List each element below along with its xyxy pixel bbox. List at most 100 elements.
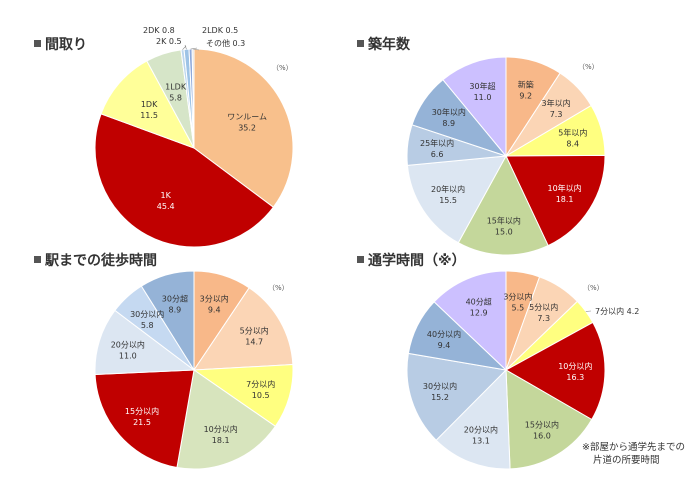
chart-walk-time: 駅までの徒歩時間 （%） 3分以内 9.4 5分以内 14.7 7分以内 10.5 10分以…	[34, 252, 294, 470]
slice-value-label: 5.8	[141, 321, 154, 330]
slice-category-label: 新築	[518, 80, 534, 90]
slice-category-label: 30分以内	[423, 381, 457, 391]
pie-slices	[94, 48, 294, 248]
pie-slice	[442, 56, 507, 158]
slice-category-label: 3年以内	[542, 98, 571, 108]
slice-category-label: 7分以内	[246, 379, 275, 389]
slice-category-label: 30年以内	[432, 107, 466, 117]
footnote-line-2: 片道の所要時間	[593, 454, 660, 466]
pie-slice	[94, 369, 195, 469]
slice-value-label: 16.0	[533, 431, 551, 440]
slice-category-label: 25年以内	[420, 138, 454, 148]
pie-slice	[193, 287, 294, 371]
slice-value-label: 9.4	[438, 341, 451, 350]
pie-labels: 3分以内 9.4 5分以内 14.7 7分以内 10.5 10分以内 18.1 15分以内 21.…	[111, 293, 276, 445]
title-square-icon	[357, 256, 364, 263]
slice-value-label: 12.9	[470, 308, 488, 317]
pie-slices	[406, 56, 606, 256]
pie-slice	[505, 369, 593, 470]
slice-value-label: 15.5	[439, 196, 457, 205]
slice-category-label: ワンルーム	[227, 112, 267, 121]
leader-line	[184, 44, 187, 50]
slice-category-label: 15分以内	[125, 406, 159, 416]
chart-title: 築年数	[367, 36, 411, 53]
pie-slice	[435, 368, 511, 470]
unit-label: （%）	[272, 64, 293, 72]
slice-category-label: 30分以内	[130, 309, 164, 319]
pie-slice	[193, 48, 294, 208]
pie-slice	[176, 369, 277, 470]
slice-label: 2K 0.5	[156, 37, 182, 46]
pie-slice	[94, 113, 275, 248]
slice-category-label: 30分超	[162, 293, 188, 303]
slice-value-label: 9.4	[208, 306, 221, 315]
slice-value-label: 9.2	[519, 92, 532, 101]
slice-value-label: 45.4	[157, 202, 175, 211]
slice-value-label: 8.9	[442, 119, 455, 128]
slice-category-label: 3分以内	[503, 292, 532, 302]
chart-title: 駅までの徒歩時間	[45, 252, 157, 269]
slice-value-label: 15.2	[431, 393, 449, 402]
slice-value-label: 11.0	[474, 93, 492, 102]
chart-madori: 間取り （%） ワンルーム 35.2 1K 45.4 1DK 11.5 1LDK 5.8 2K …	[34, 26, 294, 248]
chart-title: 通学時間（※）	[368, 252, 466, 269]
slice-value-label: 14.7	[245, 338, 263, 347]
pie-slice	[505, 154, 606, 247]
slice-category-label: 20分以内	[464, 425, 498, 435]
slice-category-label: 20年以内	[431, 184, 465, 194]
slice-category-label: 10分以内	[204, 424, 238, 434]
slice-value-label: 10.5	[252, 391, 270, 400]
slice-value-label: 11.0	[119, 352, 137, 361]
pie-labels: 新築 9.2 3年以内 7.3 5年以内 8.4 10年以内 18.1 15年以内 15.0 20年…	[420, 80, 587, 237]
slice-category-label: 10分以内	[558, 361, 592, 371]
slice-category-label: 30年超	[469, 81, 495, 91]
slice-category-label: 5分以内	[240, 326, 269, 336]
slice-value-label: 21.5	[133, 418, 151, 427]
leader-line	[193, 48, 200, 51]
pie-slice	[140, 270, 195, 372]
pie-slices	[94, 270, 294, 470]
pie-slice	[504, 321, 606, 421]
slice-category-label: 15年以内	[487, 215, 521, 225]
slice-category-label: 1K	[161, 191, 172, 200]
slice-category-label: 40分超	[466, 296, 492, 306]
slice-value-label: 16.3	[566, 373, 584, 382]
slice-label: 7分以内 4.2	[595, 306, 639, 316]
slice-label: 2LDK 0.5	[202, 26, 238, 35]
slice-value-label: 6.6	[431, 150, 444, 159]
slice-category-label: 40分以内	[427, 329, 461, 339]
chart-chikunensu: 築年数 （%） 新築 9.2 3年以内 7.3 5年以内 8.4 10年以内 18.1 15年以…	[357, 36, 606, 256]
title-square-icon	[357, 40, 364, 47]
slice-category-label: 15分以内	[525, 419, 559, 429]
chart-title: 間取り	[45, 37, 87, 53]
unit-label: （%）	[268, 284, 289, 292]
slice-value-label: 18.1	[556, 195, 574, 204]
footnote-line-1: ※部屋から通学先までの	[582, 441, 685, 453]
pie-slice	[100, 60, 196, 149]
slice-value-label: 8.4	[566, 140, 579, 149]
pie-slice	[94, 309, 196, 376]
slice-value-label: 35.2	[238, 123, 256, 132]
slice-category-label: 3分以内	[200, 294, 229, 304]
slice-value-label: 7.3	[537, 314, 550, 323]
slice-value-label: 18.1	[212, 436, 230, 445]
slice-category-label: 20分以内	[111, 340, 145, 350]
unit-label: （%）	[583, 284, 604, 292]
slice-category-label: 5分以内	[529, 302, 558, 312]
slice-value-label: 7.3	[550, 110, 563, 119]
title-square-icon	[34, 256, 41, 263]
title-square-icon	[34, 40, 41, 47]
slice-value-label: 8.9	[169, 305, 182, 314]
pie-labels: 3分以内 5.5 5分以内 7.3 7分以内 4.2 10分以内 16.3 15分以内 16.0…	[423, 292, 639, 446]
slice-value-label: 15.0	[495, 227, 513, 236]
unit-label: （%）	[578, 63, 599, 71]
slice-category-label: 1DK	[141, 100, 158, 109]
slice-value-label: 5.8	[169, 94, 182, 103]
pie-labels: ワンルーム 35.2 1K 45.4 1DK 11.5 1LDK 5.8 2K 0.5 2DK 0…	[140, 26, 267, 211]
slice-label: 2DK 0.8	[143, 26, 175, 35]
slice-value-label: 13.1	[472, 437, 490, 446]
slice-value-label: 5.5	[512, 304, 525, 313]
slice-label: その他 0.3	[206, 38, 245, 48]
slice-value-label: 11.5	[140, 111, 158, 120]
